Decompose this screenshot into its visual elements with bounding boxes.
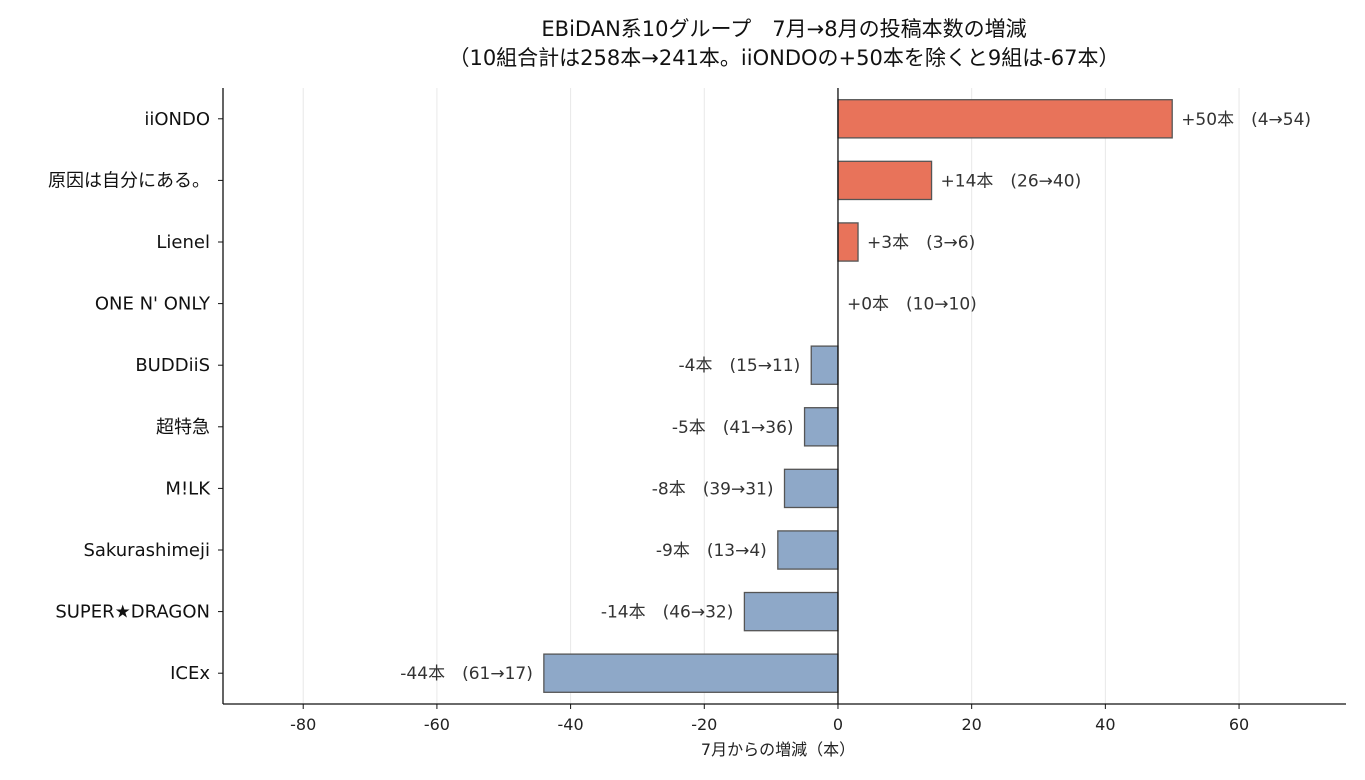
- bar: [783, 468, 839, 509]
- x-tick-label: -60: [424, 715, 450, 734]
- data-label: +14本 (26→40): [941, 171, 1082, 191]
- x-tick-label: 20: [961, 715, 981, 734]
- category-labels: iiONDO 原因は自分にある。 Lienel ONE N' ONLY BUDDiiS 超…: [48, 109, 223, 684]
- grid-lines: [302, 88, 1240, 704]
- data-label: +0本 (10→10): [847, 295, 977, 315]
- x-tick-label: -20: [691, 715, 717, 734]
- bar: [837, 222, 859, 262]
- data-label: -9本 (13→4): [656, 541, 767, 561]
- bar: [837, 160, 933, 201]
- bar: [777, 530, 839, 570]
- bar: [543, 653, 839, 693]
- category-label: Lienel: [156, 232, 210, 253]
- chart-subtitle: （10組合計は258本→241本。iiONDOの+50本を除くと9組は-67本）: [448, 46, 1119, 70]
- category-label: ONE N' ONLY: [95, 294, 211, 315]
- data-labels: +50本 (4→54) +14本 (26→40) +3本 (3→6) +0本 (10→…: [400, 110, 1311, 684]
- x-axis-label: 7月からの増減（本）: [701, 740, 855, 759]
- data-label: +3本 (3→6): [867, 233, 975, 253]
- data-label: -44本 (61→17): [400, 664, 533, 684]
- x-tick-label: -40: [558, 715, 584, 734]
- category-label: 超特急: [156, 417, 210, 438]
- category-label: SUPER★DRAGON: [55, 602, 210, 623]
- bar: [743, 591, 839, 632]
- category-label: BUDDiiS: [135, 355, 210, 376]
- axes: [222, 88, 1346, 705]
- bar: [810, 345, 839, 385]
- bar: [803, 407, 839, 447]
- data-label: -4本 (15→11): [679, 356, 801, 376]
- data-label: -5本 (41→36): [672, 418, 794, 438]
- x-tick-label: 60: [1229, 715, 1249, 734]
- x-tick-label: -80: [290, 715, 316, 734]
- chart-title: EBiDAN系10グループ 7月→8月の投稿本数の増減: [541, 17, 1026, 41]
- x-tick-label: 40: [1095, 715, 1115, 734]
- x-ticks: -80 -60 -40 -20 0 20 40 60: [290, 704, 1249, 734]
- category-label: M!LK: [165, 478, 211, 499]
- data-label: +50本 (4→54): [1181, 110, 1311, 130]
- bar: [837, 99, 1173, 139]
- category-label: iiONDO: [144, 109, 210, 130]
- category-label: ICEx: [170, 663, 210, 684]
- x-tick-label: 0: [833, 715, 843, 734]
- data-label: -8本 (39→31): [652, 479, 774, 499]
- category-label: Sakurashimeji: [83, 540, 210, 561]
- bars: [543, 99, 1173, 693]
- category-label: 原因は自分にある。: [48, 170, 210, 191]
- data-label: -14本 (46→32): [601, 603, 734, 623]
